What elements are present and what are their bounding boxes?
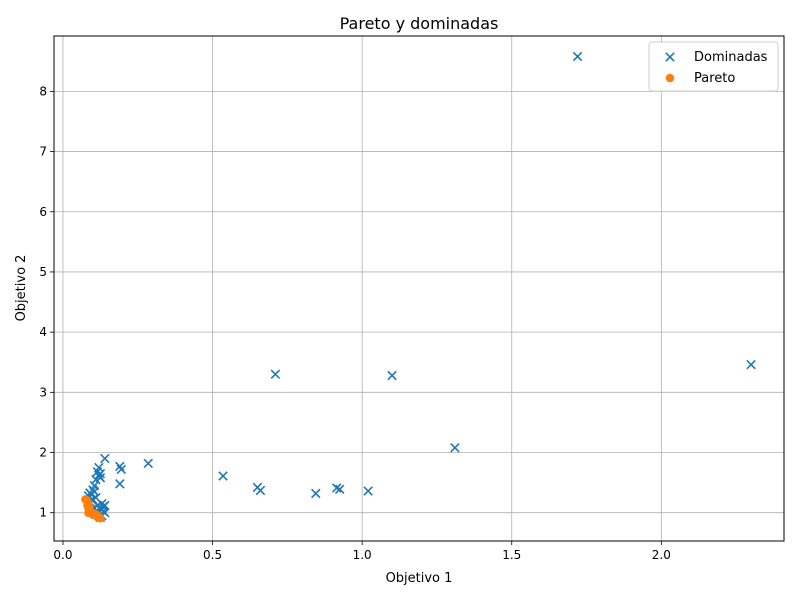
y-axis-label: Objetivo 2: [14, 255, 29, 322]
legend-label-dominadas: Dominadas: [694, 50, 768, 65]
dominadas-point: [572, 51, 583, 62]
grid-lines: [54, 36, 784, 541]
dominadas-point: [746, 359, 756, 370]
dominadas-point: [143, 458, 154, 469]
legend-x-marker: [665, 52, 675, 62]
dominadas-point: [115, 479, 125, 489]
x-tick-label: 0.5: [203, 548, 222, 562]
x-tick-label: 1.5: [502, 548, 521, 562]
pareto-point: [87, 509, 97, 519]
dominadas-point: [95, 468, 106, 479]
dominadas-point: [116, 464, 127, 475]
pareto-point: [96, 513, 105, 523]
dominadas-point: [100, 453, 110, 464]
dominadas-point: [334, 484, 345, 495]
legend: Dominadas Pareto: [648, 41, 779, 92]
x-tick-label: 1.0: [353, 548, 372, 562]
y-tick-label: 4: [39, 325, 47, 339]
x-axis-ticks: 0.0 0.5 1.0 1.5 2.0: [53, 541, 671, 562]
x-tick-label: 2.0: [652, 548, 671, 562]
dominadas-point: [450, 442, 460, 453]
y-tick-label: 8: [39, 84, 47, 98]
dominadas-point: [92, 500, 103, 511]
y-axis-ticks: 1 2 3 4 5 6 7 8: [39, 84, 54, 520]
y-tick-label: 2: [39, 446, 47, 460]
legend-label-pareto: Pareto: [694, 71, 735, 86]
y-tick-label: 6: [39, 205, 47, 219]
dominadas-point: [331, 483, 342, 493]
dominadas-point: [311, 488, 321, 499]
x-tick-label: 0.0: [53, 548, 72, 562]
y-tick-label: 1: [39, 506, 47, 520]
y-tick-label: 7: [39, 145, 47, 159]
legend-marker-pareto: [665, 73, 675, 83]
x-axis-label: Objetivo 1: [386, 571, 453, 586]
dominadas-point: [218, 471, 228, 481]
dominadas-point: [363, 486, 373, 496]
y-tick-label: 5: [39, 265, 47, 279]
y-tick-label: 3: [39, 385, 47, 399]
data-points: [81, 51, 756, 523]
dominadas-point: [255, 485, 266, 496]
legend-marker-dominadas: [665, 52, 675, 62]
legend-o-marker: [665, 73, 675, 83]
dominadas-point: [387, 370, 397, 381]
chart-title: Pareto y dominadas: [340, 14, 499, 33]
dominadas-point: [270, 369, 281, 380]
plot-frame: [53, 35, 785, 542]
legend-box: [648, 41, 779, 92]
